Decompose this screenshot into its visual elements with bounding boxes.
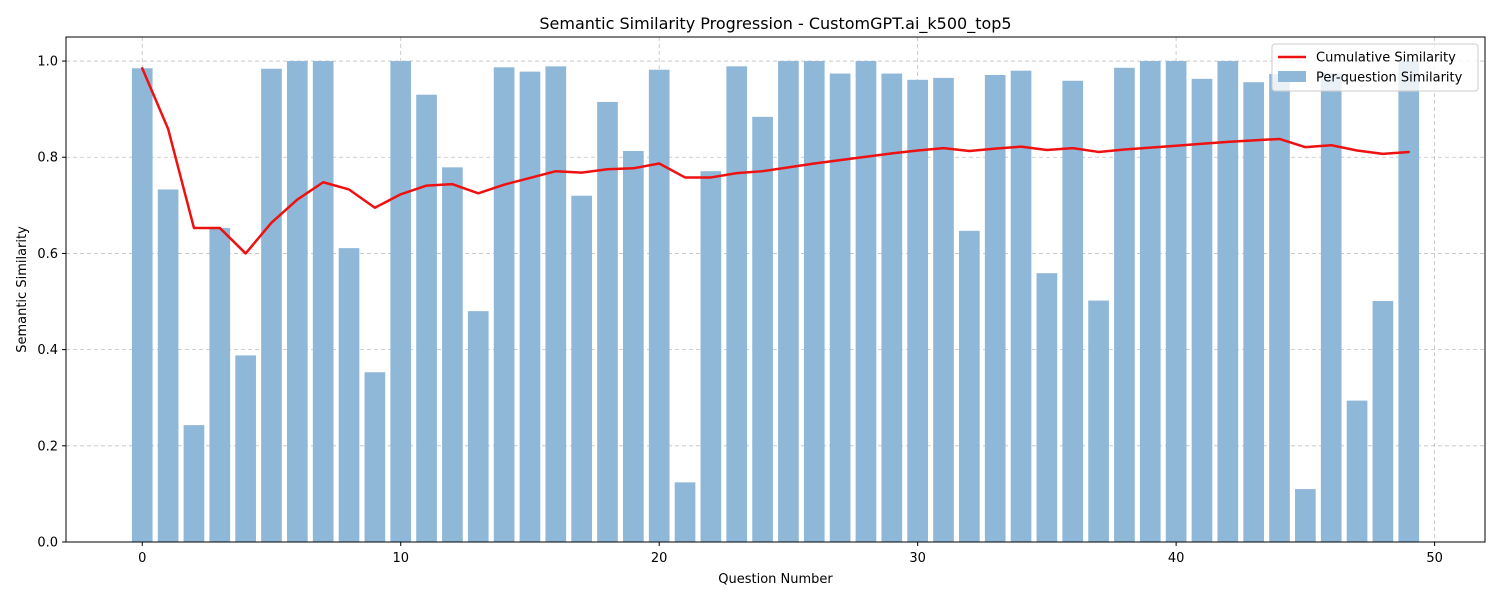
chart-title: Semantic Similarity Progression - Custom… (539, 14, 1011, 34)
bar (467, 311, 489, 542)
y-axis-ticks: 0.0 0.2 0.4 0.6 0.8 1.0 (37, 55, 66, 551)
bar (907, 79, 928, 543)
bar (933, 77, 954, 542)
x-tick-label: 0 (138, 551, 146, 566)
bar (312, 61, 334, 543)
bar (1269, 74, 1290, 543)
bar (1010, 70, 1032, 543)
x-axis-label: Question Number (718, 572, 833, 587)
bar (752, 116, 773, 542)
bar (1398, 61, 1420, 543)
bar (209, 227, 231, 542)
bar (597, 101, 618, 542)
bar (959, 230, 980, 543)
bar (648, 69, 670, 542)
bar (390, 61, 412, 543)
legend-label-cumulative: Cumulative Similarity (1316, 51, 1456, 66)
bar (1295, 489, 1316, 542)
bar (1320, 73, 1342, 543)
bar (1036, 273, 1058, 542)
legend-frame (1271, 43, 1479, 92)
bar (623, 150, 644, 542)
x-tick-label: 20 (651, 551, 668, 566)
bar (674, 482, 696, 542)
bar (1191, 78, 1213, 542)
bar (157, 189, 179, 542)
bar (778, 61, 799, 543)
bar (803, 61, 825, 543)
bar (1062, 80, 1084, 543)
y-tick-label: 0.4 (37, 343, 58, 358)
bar (338, 248, 360, 542)
bar (1088, 300, 1109, 542)
bar (1139, 61, 1161, 543)
bar (183, 425, 205, 542)
bar (700, 171, 722, 542)
x-tick-label: 10 (392, 551, 409, 566)
y-tick-label: 0.0 (37, 536, 58, 551)
bar (571, 195, 592, 542)
bar (829, 73, 851, 543)
line-series (141, 67, 1410, 255)
bar (1346, 400, 1368, 542)
x-tick-label: 50 (1426, 551, 1443, 566)
bar (519, 71, 541, 542)
bar (442, 167, 463, 543)
y-tick-label: 0.6 (37, 247, 58, 262)
bar (416, 94, 437, 542)
plot-area-frame (65, 36, 1486, 543)
bar (881, 73, 903, 543)
x-tick-label: 40 (1168, 551, 1185, 566)
bar (726, 66, 748, 542)
y-tick-label: 0.8 (37, 151, 58, 166)
bar (1165, 61, 1187, 543)
legend-bar-swatch (1278, 71, 1306, 82)
legend: Cumulative Similarity Per-question Simil… (1271, 43, 1479, 92)
bar (235, 355, 256, 542)
bar (131, 68, 153, 542)
legend-label-per-question: Per-question Similarity (1316, 71, 1463, 86)
bar (286, 61, 308, 543)
cumulative-line (141, 67, 1410, 255)
bar (493, 67, 515, 543)
bar (1372, 301, 1394, 542)
bar (261, 68, 282, 542)
bar (1114, 67, 1135, 543)
x-tick-label: 30 (909, 551, 926, 566)
y-tick-label: 0.2 (37, 439, 58, 454)
bar (1217, 61, 1239, 543)
bar (1243, 82, 1265, 542)
bar (855, 61, 877, 543)
y-axis-label: Semantic Similarity (15, 226, 30, 353)
x-axis-ticks: 0 10 20 30 40 50 (138, 542, 1443, 566)
y-tick-label: 1.0 (37, 55, 58, 70)
bar (984, 74, 1006, 542)
bar (545, 66, 567, 542)
bar (364, 372, 386, 542)
bar-series (131, 61, 1420, 543)
